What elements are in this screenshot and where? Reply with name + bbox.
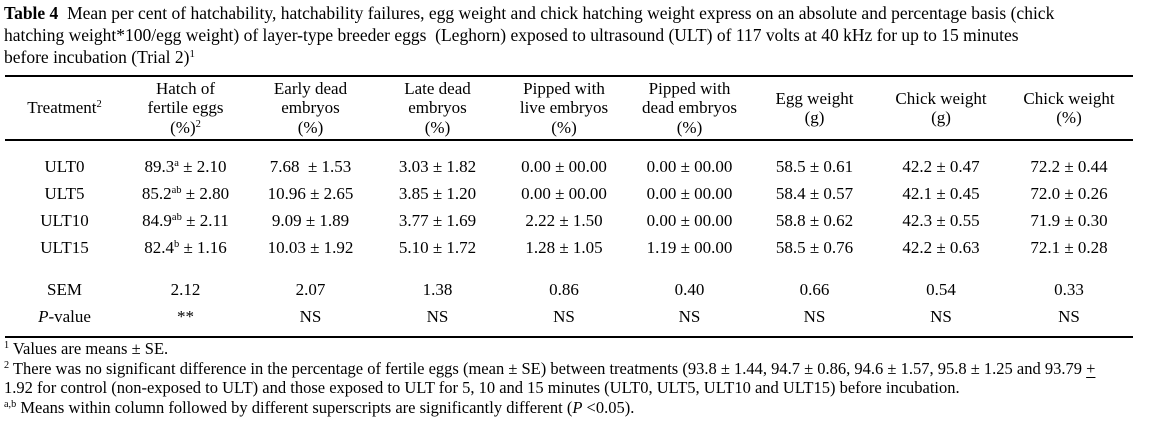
stats-value-cell: NS (1058, 306, 1080, 326)
stats-value-cell: NS (299, 306, 322, 326)
stats-value-cell: NS (553, 306, 575, 326)
stats-value-cell: 1.38 (422, 279, 453, 299)
hatchability-table: Treatment2 Hatch of fertile eggs (%)2 Early … (5, 75, 1133, 338)
value-cell: 85.2ab ± 2.80 (141, 183, 230, 203)
value-cell: 58.5 ± 0.76 (775, 237, 854, 257)
spacer-before-stats (5, 261, 1133, 276)
value-cell: 5.10 ± 1.72 (398, 237, 477, 257)
value-cell: 72.0 ± 0.26 (1030, 183, 1108, 203)
footnotes: 1 Values are means ± SE. 2 There was no s… (4, 339, 1159, 417)
stats-value-cell: 2.07 (295, 279, 326, 299)
value-cell: 3.03 ± 1.82 (398, 156, 477, 176)
value-cell: 0.00 ± 00.00 (646, 210, 733, 230)
data-row: ULT5 85.2ab ± 2.80 10.96 ± 2.65 3.85 ± 1.20… (5, 180, 1133, 207)
value-cell: 2.22 ± 1.50 (525, 210, 603, 230)
treatment-cell: ULT10 (40, 210, 89, 230)
table-header: Treatment2 Hatch of fertile eggs (%)2 Early … (5, 76, 1133, 140)
stats-value-cell: 0.40 (674, 279, 705, 299)
stats-value-cell: NS (426, 306, 449, 326)
treatment-cell: ULT0 (44, 156, 85, 176)
stats-row: SEM 2.12 2.07 1.38 0.86 0.40 0.66 0.54 0.33 (5, 276, 1133, 303)
value-cell: 0.00 ± 00.00 (521, 156, 607, 176)
caption-line: Table 4 Mean per cent of hatchability, h… (4, 3, 1055, 23)
stats-body: SEM 2.12 2.07 1.38 0.86 0.40 0.66 0.54 0.33 P-val… (5, 276, 1133, 330)
treatment-cell: ULT15 (40, 237, 89, 257)
column-header: Early dead embryos (%) (273, 78, 348, 137)
value-cell: 3.77 ± 1.69 (398, 210, 477, 230)
footnote: 2 There was no significant difference in… (4, 358, 1096, 398)
stats-value-cell: NS (678, 306, 701, 326)
column-header: Chick weight (g) (895, 88, 987, 128)
footnote: 1 Values are means ± SE. (4, 339, 169, 358)
value-cell: 0.00 ± 00.00 (521, 183, 607, 203)
data-row: ULT0 89.3a ± 2.10 7.68 ± 1.53 3.03 ± 1.82 0.… (5, 153, 1133, 180)
value-cell: 89.3a ± 2.10 (144, 156, 227, 176)
value-cell: 72.2 ± 0.44 (1030, 156, 1108, 176)
value-cell: 58.5 ± 0.61 (775, 156, 854, 176)
value-cell: 1.19 ± 00.00 (646, 237, 733, 257)
value-cell: 10.96 ± 2.65 (267, 183, 354, 203)
column-header: Hatch of fertile eggs (%)2 (147, 78, 224, 137)
value-cell: 10.03 ± 1.92 (267, 237, 354, 257)
column-header: Pipped with dead embryos (%) (642, 78, 737, 137)
stats-value-cell: 0.66 (799, 279, 830, 299)
caption-line: before incubation (Trial 2)1 (4, 47, 195, 67)
value-cell: 3.85 ± 1.20 (398, 183, 477, 203)
caption-line: hatching weight*100/egg weight) of layer… (4, 25, 1019, 45)
value-cell: 7.68 ± 1.53 (269, 156, 352, 176)
stats-label-cell: SEM (47, 279, 82, 299)
column-header: Egg weight (g) (775, 88, 854, 128)
column-header: Pipped with live embryos (%) (519, 78, 609, 137)
stats-value-cell: ** (177, 306, 194, 326)
value-cell: 58.4 ± 0.57 (775, 183, 854, 203)
value-cell: 82.4b ± 1.16 (144, 237, 227, 257)
value-cell: 58.8 ± 0.62 (775, 210, 854, 230)
value-cell: 0.00 ± 00.00 (646, 183, 733, 203)
data-row: ULT10 84.9ab ± 2.11 9.09 ± 1.89 3.77 ± 1.69… (5, 207, 1133, 234)
table-caption: Table 4 Mean per cent of hatchability, h… (4, 2, 1159, 68)
value-cell: 9.09 ± 1.89 (271, 210, 350, 230)
table-body: ULT0 89.3a ± 2.10 7.68 ± 1.53 3.03 ± 1.82 0.… (5, 153, 1133, 261)
column-header: Chick weight (%) (1023, 88, 1115, 128)
column-header: Late dead embryos (%) (404, 78, 471, 137)
data-row: ULT15 82.4b ± 1.16 10.03 ± 1.92 5.10 ± 1.72… (5, 234, 1133, 261)
stats-value-cell: NS (930, 306, 952, 326)
treatment-cell: ULT5 (44, 183, 85, 203)
stats-row: P-value ** NS NS NS NS NS NS NS (5, 303, 1133, 330)
value-cell: 71.9 ± 0.30 (1030, 210, 1108, 230)
stats-label-cell: P-value (38, 306, 91, 326)
value-cell: 84.9ab ± 2.11 (142, 210, 229, 230)
stats-value-cell: 0.54 (926, 279, 956, 299)
value-cell: 42.3 ± 0.55 (902, 210, 980, 230)
stats-value-cell: NS (803, 306, 826, 326)
value-cell: 42.2 ± 0.47 (902, 156, 980, 176)
stats-value-cell: 0.86 (549, 279, 579, 299)
stats-value-cell: 0.33 (1054, 279, 1084, 299)
value-cell: 42.2 ± 0.63 (902, 237, 980, 257)
footnote: a,b Means within column followed by diff… (4, 397, 635, 417)
value-cell: 1.28 ± 1.05 (525, 237, 603, 257)
value-cell: 42.1 ± 0.45 (902, 183, 980, 203)
column-header-row: Treatment2 Hatch of fertile eggs (%)2 Early … (5, 76, 1133, 140)
column-header: Treatment2 (27, 98, 102, 118)
value-cell: 0.00 ± 00.00 (646, 156, 733, 176)
value-cell: 72.1 ± 0.28 (1030, 237, 1108, 257)
stats-value-cell: 2.12 (170, 279, 201, 299)
spacer-after-header (5, 140, 1133, 153)
spacer-before-bottom-rule (5, 330, 1133, 337)
